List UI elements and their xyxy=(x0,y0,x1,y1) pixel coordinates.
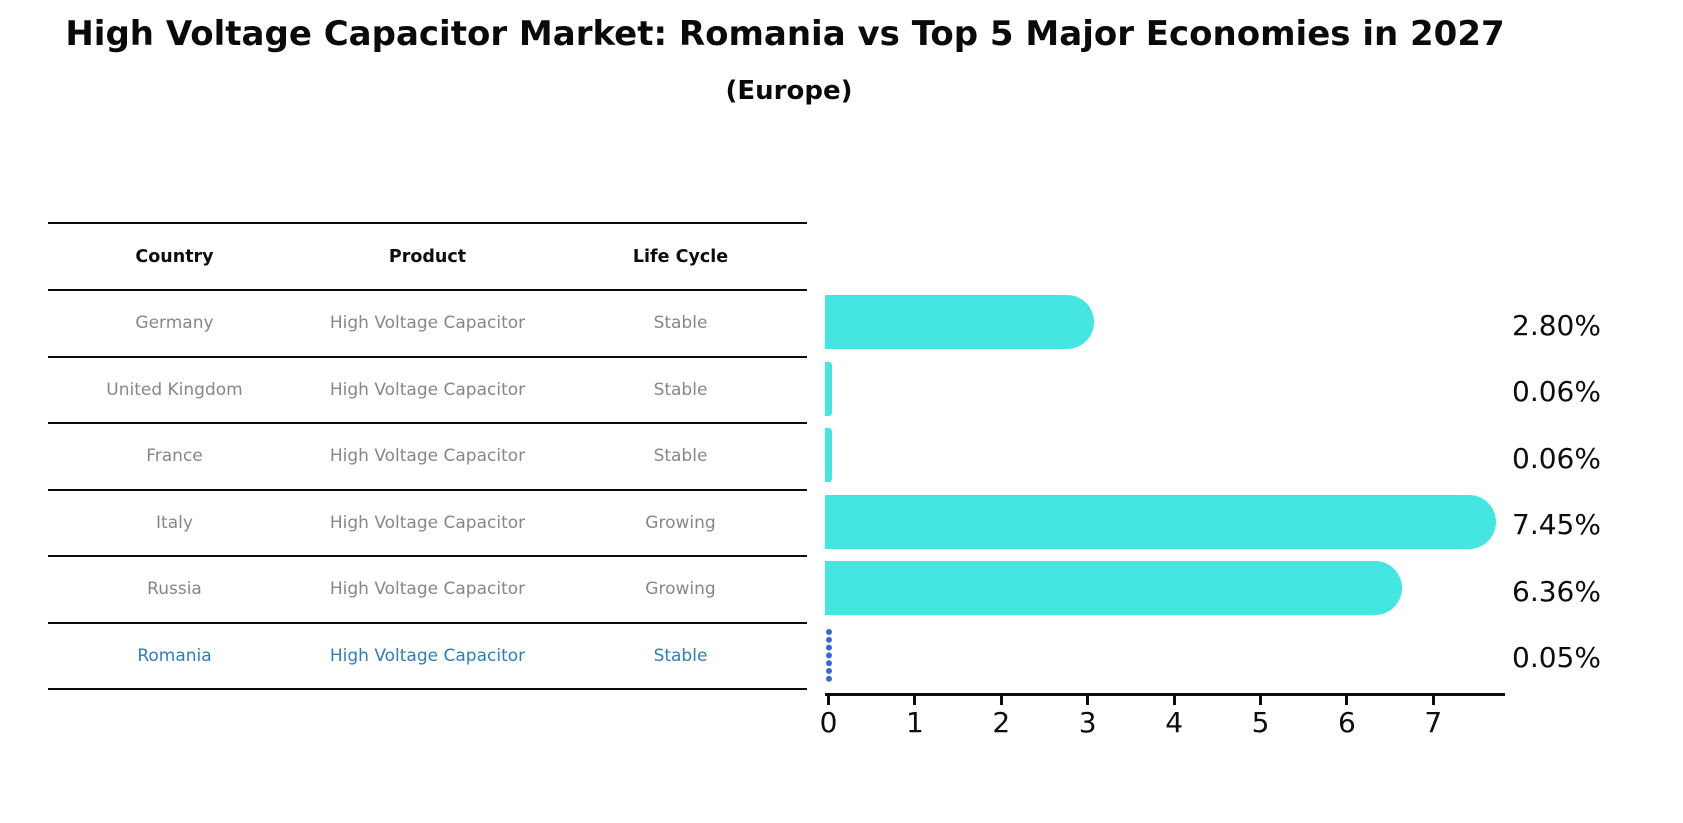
table-cell-life-cycle: Stable xyxy=(653,379,708,400)
x-axis-tick-label-2: 2 xyxy=(992,706,1011,739)
x-axis-tick-4 xyxy=(1172,696,1176,705)
bar-france xyxy=(825,428,832,483)
value-label-russia: 6.36% xyxy=(1512,574,1601,608)
chart-subtitle: (Europe) xyxy=(725,76,853,106)
bar-united-kingdom xyxy=(825,361,832,416)
value-label-romania: 0.05% xyxy=(1512,641,1601,675)
table-header-product: Product xyxy=(388,246,467,267)
table-row-italy: Italy High Voltage Capacitor Growing xyxy=(48,491,807,557)
table-cell-country: Russia xyxy=(147,579,202,600)
x-axis-tick-label-3: 3 xyxy=(1078,706,1097,739)
bar-russia xyxy=(825,561,1402,616)
x-axis-tick-7 xyxy=(1431,696,1435,705)
bar-italy xyxy=(825,494,1496,549)
table-row-russia: Russia High Voltage Capacitor Growing xyxy=(48,557,807,624)
x-axis-tick-label-0: 0 xyxy=(819,706,838,739)
chart-title: High Voltage Capacitor Market: Romania v… xyxy=(65,14,1505,54)
table-cell-product: High Voltage Capacitor xyxy=(329,645,526,666)
value-label-germany: 2.80% xyxy=(1512,308,1601,342)
x-axis-tick-1 xyxy=(913,696,917,705)
x-axis-tick-6 xyxy=(1345,696,1349,705)
table-header-country: Country xyxy=(135,246,214,267)
table-cell-country: Germany xyxy=(135,313,214,334)
bar-romania xyxy=(825,627,833,682)
value-label-united-kingdom: 0.06% xyxy=(1512,375,1601,409)
x-axis-line xyxy=(825,693,1505,696)
table-cell-country: Italy xyxy=(156,512,193,533)
value-label-france: 0.06% xyxy=(1512,441,1601,475)
table-header-row: Country Product Life Cycle xyxy=(48,224,807,291)
bar-germany xyxy=(825,295,1094,350)
table-cell-country: France xyxy=(146,446,203,467)
table-cell-life-cycle: Stable xyxy=(653,313,708,334)
table-cell-product: High Voltage Capacitor xyxy=(329,446,526,467)
table-cell-country: Romania xyxy=(137,645,212,666)
table-cell-product: High Voltage Capacitor xyxy=(329,379,526,400)
x-axis-tick-label-1: 1 xyxy=(905,706,924,739)
table-cell-life-cycle: Growing xyxy=(645,579,716,600)
table-row-germany: Germany High Voltage Capacitor Stable xyxy=(48,291,807,358)
value-label-italy: 7.45% xyxy=(1512,508,1601,542)
table-row-united-kingdom: United Kingdom High Voltage Capacitor Stab… xyxy=(48,358,807,424)
x-axis-tick-label-4: 4 xyxy=(1165,706,1184,739)
table-header-life-cycle: Life Cycle xyxy=(632,246,729,267)
table-cell-country: United Kingdom xyxy=(106,379,243,400)
table-cell-life-cycle: Growing xyxy=(645,512,716,533)
x-axis-tick-2 xyxy=(999,696,1003,705)
table-row-romania: Romania High Voltage Capacitor Stable xyxy=(48,624,807,690)
table-cell-life-cycle: Stable xyxy=(653,645,708,666)
x-axis-tick-0 xyxy=(827,696,830,705)
x-axis-tick-label-6: 6 xyxy=(1338,706,1356,739)
table-row-france: France High Voltage Capacitor Stable xyxy=(48,424,807,491)
table-cell-product: High Voltage Capacitor xyxy=(329,579,526,600)
x-axis-tick-3 xyxy=(1086,696,1090,705)
x-axis-tick-label-7: 7 xyxy=(1424,706,1443,739)
x-axis-tick-label-5: 5 xyxy=(1251,706,1270,739)
x-axis-tick-5 xyxy=(1259,696,1263,705)
table-cell-life-cycle: Stable xyxy=(653,446,708,467)
country-table: Country Product Life Cycle Germany High V… xyxy=(48,222,807,690)
table-cell-product: High Voltage Capacitor xyxy=(329,313,526,334)
table-cell-product: High Voltage Capacitor xyxy=(329,512,526,533)
